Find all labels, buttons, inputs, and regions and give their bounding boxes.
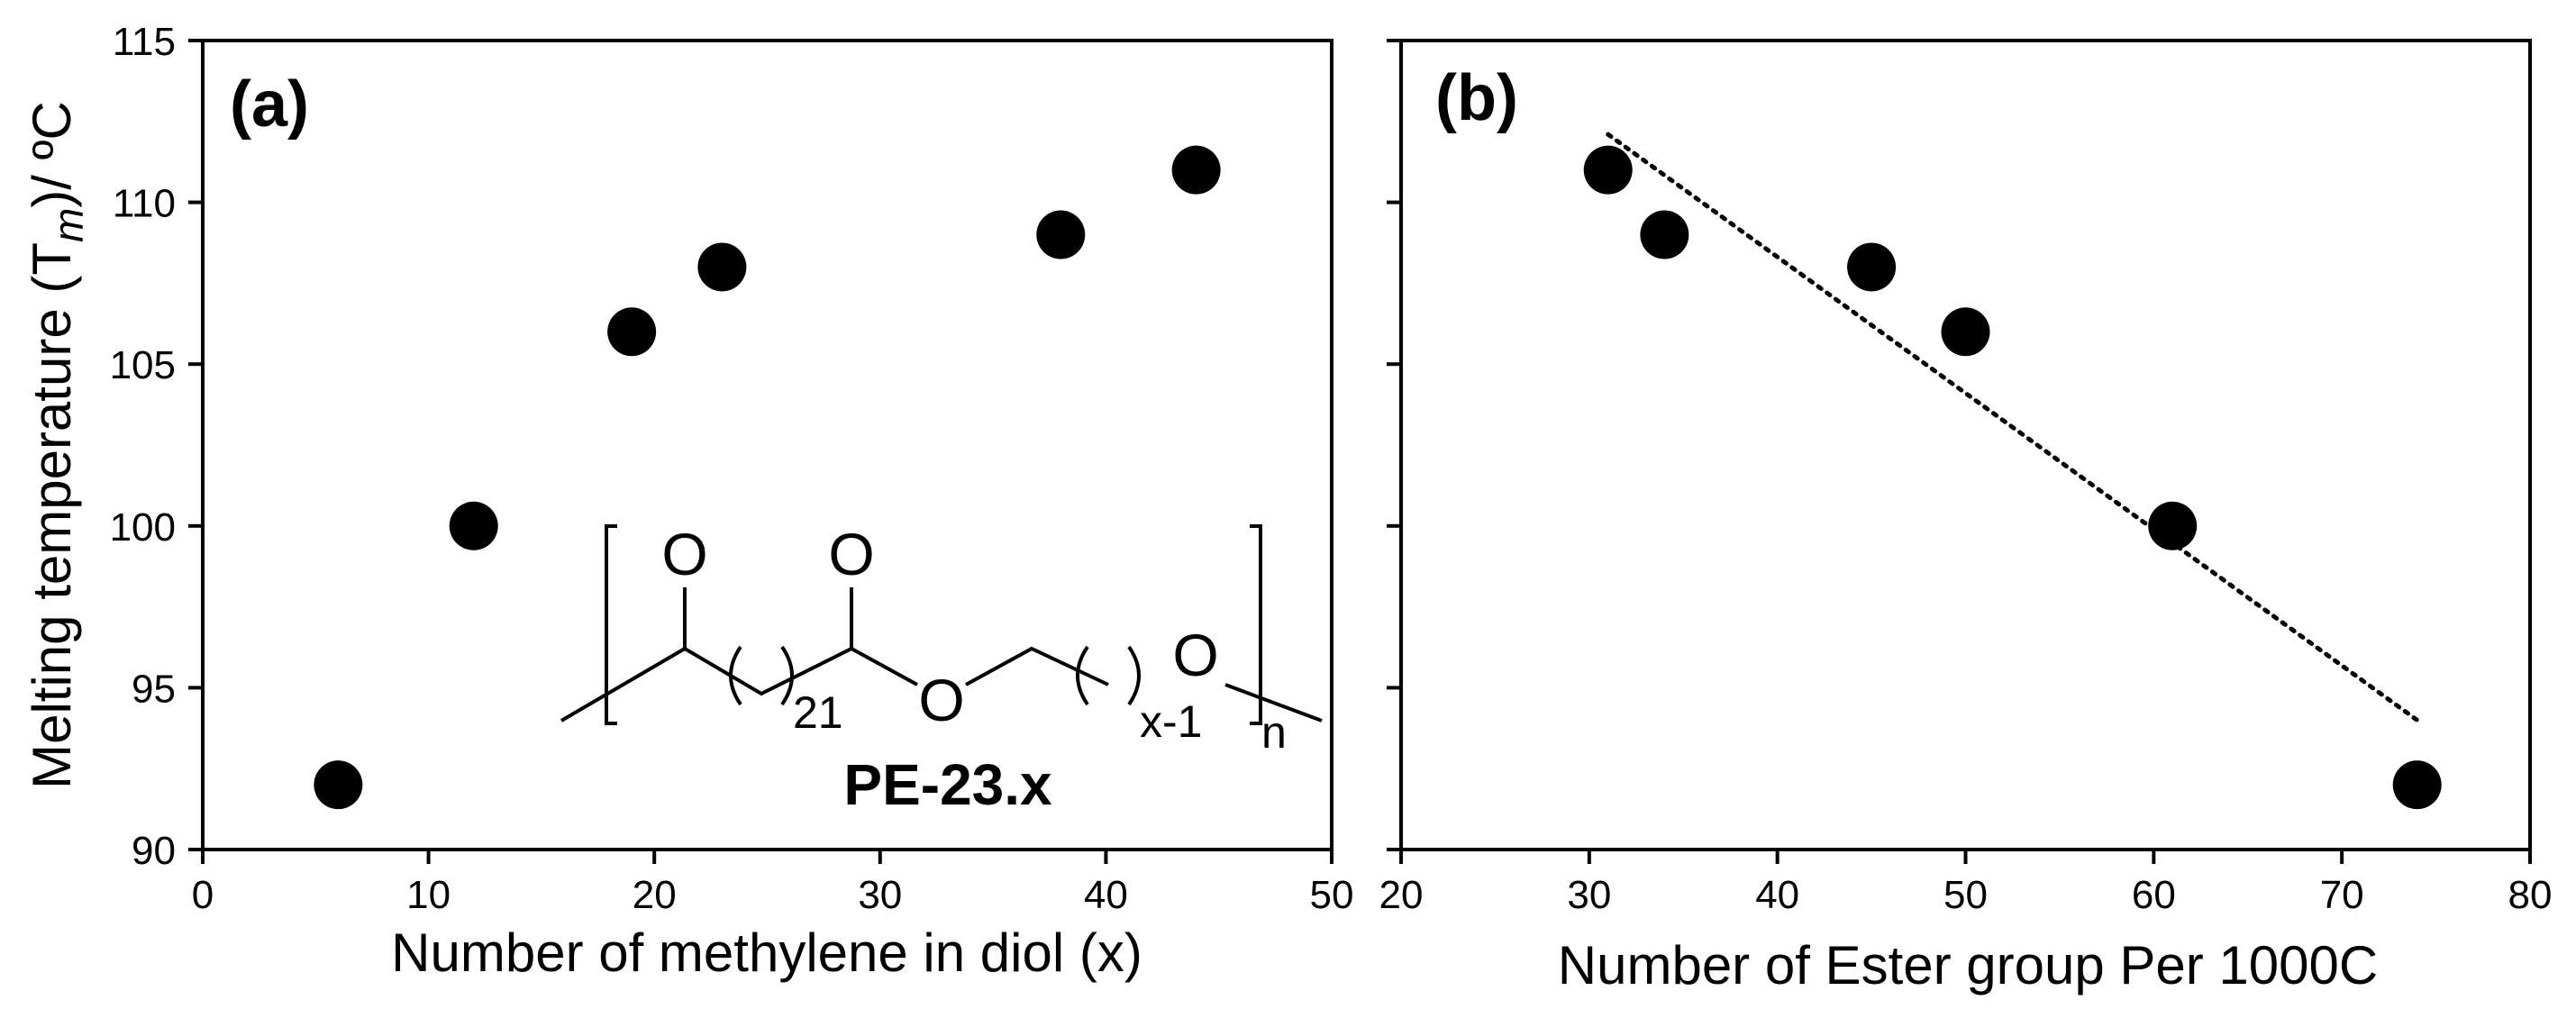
panel-a-data-point bbox=[449, 501, 498, 550]
panel-b-data-point bbox=[1583, 145, 1633, 195]
panel-a-x-tick-label: 40 bbox=[1084, 873, 1128, 917]
panel-a-x-axis-title: Number of methylene in diol (x) bbox=[391, 923, 1142, 983]
panel-a-x-axis: 0 10 20 30 40 50 bbox=[192, 850, 1354, 917]
panel-a-data-point bbox=[607, 307, 657, 357]
paren-open-1 bbox=[729, 645, 742, 706]
panel-b-trendline bbox=[1606, 132, 2420, 723]
subscript-x-1: x-1 bbox=[1140, 696, 1202, 747]
oxygen-label-4: O bbox=[1172, 622, 1218, 688]
panel-a-y-tick-label: 100 bbox=[110, 505, 176, 550]
y-axis-title-sub: m bbox=[45, 208, 92, 242]
panel-b-x-axis: 20 30 40 50 60 70 80 bbox=[1379, 850, 2553, 917]
subscript-n: n bbox=[1261, 707, 1287, 758]
panel-b-x-axis-title: Number of Ester group Per 1000C bbox=[1558, 935, 2378, 995]
paren-open-2 bbox=[1076, 645, 1089, 706]
panel-a-y-tick-label: 95 bbox=[132, 667, 176, 711]
panel-b-x-tick-label: 60 bbox=[2132, 873, 2176, 917]
panel-b-data-point bbox=[1941, 307, 1990, 357]
panel-a-data-point bbox=[697, 242, 747, 292]
y-axis-title-main: Melting temperature (T bbox=[22, 242, 82, 789]
panel-a-x-tick-label: 30 bbox=[858, 873, 902, 917]
oxygen-label-2: O bbox=[828, 521, 874, 587]
oxygen-label-3: O bbox=[918, 667, 964, 733]
panel-a-x-tick-label: 50 bbox=[1310, 873, 1354, 917]
right-bracket bbox=[1250, 524, 1262, 725]
oxygen-label-1: O bbox=[661, 521, 707, 587]
panel-b-points bbox=[1583, 145, 2442, 810]
panel-a-frame bbox=[201, 39, 1334, 851]
subscript-21: 21 bbox=[793, 687, 843, 738]
panel-b-data-point bbox=[1640, 210, 1689, 259]
panel-a-y-axis: 90 95 100 105 110 115 bbox=[110, 20, 203, 873]
panel-a-x-tick-label: 20 bbox=[633, 873, 677, 917]
panel-a-data-point bbox=[1171, 145, 1221, 195]
panel-b-trendline-group bbox=[1606, 132, 2420, 723]
panel-b-frame bbox=[1399, 39, 2532, 851]
panel-b-x-tick-label: 30 bbox=[1567, 873, 1611, 917]
panel-a-x-tick-label: 10 bbox=[406, 873, 451, 917]
panel-a-x-tick-label: 0 bbox=[192, 873, 214, 917]
backbone-right bbox=[1224, 683, 1323, 723]
left-bracket bbox=[605, 524, 617, 725]
panel-b-y-axis bbox=[1387, 39, 1401, 851]
panel-b-data-point bbox=[1847, 242, 1897, 292]
panel-b-x-tick-label: 50 bbox=[1943, 873, 1988, 917]
panel-b: (b) 20 30 40 50 60 70 80 Number of Ester group… bbox=[1379, 39, 2553, 995]
panel-b-label: (b) bbox=[1435, 62, 1518, 134]
chemical-structure: O O O O 21 x-1 n PE-23.x bbox=[560, 521, 1323, 817]
panel-a-y-tick-label: 105 bbox=[110, 343, 176, 387]
y-axis-title-tail: )/ ºC bbox=[22, 101, 82, 208]
panel-b-data-point bbox=[2148, 501, 2198, 550]
panel-a-y-axis-title: Melting temperature (Tm)/ ºC bbox=[22, 101, 92, 789]
backbone-middle bbox=[965, 646, 1109, 686]
panel-b-x-tick-label: 20 bbox=[1379, 873, 1424, 917]
panel-a-y-tick-label: 110 bbox=[113, 182, 176, 226]
panel-b-x-tick-label: 40 bbox=[1755, 873, 1799, 917]
panel-b-data-point bbox=[2392, 760, 2442, 810]
panel-a: (a) 0 10 20 30 40 50 90 95 100 105 110 115 Number … bbox=[22, 20, 1353, 983]
structure-name: PE-23.x bbox=[843, 752, 1052, 817]
panel-a-data-point bbox=[1036, 210, 1086, 259]
panel-a-y-tick-label: 90 bbox=[132, 829, 176, 873]
panel-a-label: (a) bbox=[230, 68, 309, 141]
panel-a-points bbox=[314, 145, 1221, 810]
panel-a-y-tick-label: 115 bbox=[113, 20, 176, 64]
backbone-left bbox=[560, 646, 918, 723]
paren-close-1 bbox=[780, 645, 794, 706]
panel-b-x-tick-label: 70 bbox=[2320, 873, 2364, 917]
paren-close-2 bbox=[1127, 645, 1141, 706]
panel-a-data-point bbox=[314, 760, 363, 810]
panel-b-x-tick-label: 80 bbox=[2508, 873, 2553, 917]
